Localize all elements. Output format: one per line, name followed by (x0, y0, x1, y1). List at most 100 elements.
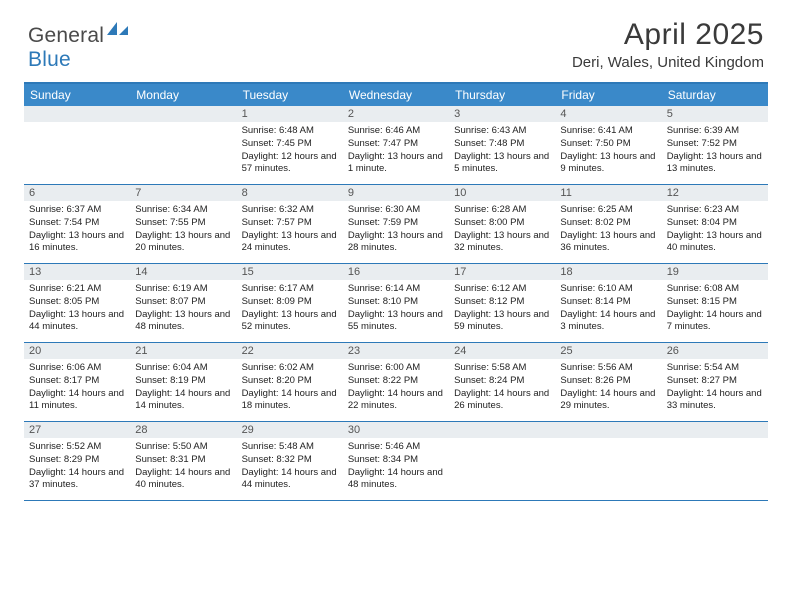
day-line: Sunset: 8:07 PM (135, 296, 231, 309)
day-number: 22 (237, 343, 343, 359)
day-number: 6 (24, 185, 130, 201)
day-body: Sunrise: 5:46 AMSunset: 8:34 PMDaylight:… (343, 438, 449, 496)
day-line: Sunset: 7:59 PM (348, 217, 444, 230)
day-line: Sunset: 8:32 PM (242, 454, 338, 467)
day-cell: 20Sunrise: 6:06 AMSunset: 8:17 PMDayligh… (24, 343, 130, 421)
weekday-header: Wednesday (343, 84, 449, 106)
day-body: Sunrise: 6:00 AMSunset: 8:22 PMDaylight:… (343, 359, 449, 417)
day-cell: 1Sunrise: 6:48 AMSunset: 7:45 PMDaylight… (237, 106, 343, 184)
day-line: Sunset: 8:27 PM (667, 375, 763, 388)
location: Deri, Wales, United Kingdom (572, 54, 764, 71)
day-cell: 19Sunrise: 6:08 AMSunset: 8:15 PMDayligh… (662, 264, 768, 342)
day-line: Sunset: 7:50 PM (560, 138, 656, 151)
day-line: Sunrise: 6:21 AM (29, 283, 125, 296)
day-line: Daylight: 14 hours and 3 minutes. (560, 309, 656, 335)
day-line: Sunrise: 6:41 AM (560, 125, 656, 138)
day-body: Sunrise: 6:41 AMSunset: 7:50 PMDaylight:… (555, 122, 661, 180)
day-body: Sunrise: 6:25 AMSunset: 8:02 PMDaylight:… (555, 201, 661, 259)
day-number: 10 (449, 185, 555, 201)
day-number: 25 (555, 343, 661, 359)
day-number: 7 (130, 185, 236, 201)
logo-text-1: General (28, 24, 104, 47)
day-line: Sunset: 8:02 PM (560, 217, 656, 230)
day-number: 19 (662, 264, 768, 280)
day-line: Sunset: 8:00 PM (454, 217, 550, 230)
day-number (449, 422, 555, 438)
day-line: Sunset: 8:20 PM (242, 375, 338, 388)
day-line: Sunset: 8:19 PM (135, 375, 231, 388)
day-line: Sunset: 8:10 PM (348, 296, 444, 309)
weekday-header: Monday (130, 84, 236, 106)
day-line: Sunrise: 6:06 AM (29, 362, 125, 375)
day-number: 5 (662, 106, 768, 122)
weekday-header: Saturday (662, 84, 768, 106)
day-cell: 21Sunrise: 6:04 AMSunset: 8:19 PMDayligh… (130, 343, 236, 421)
day-number: 14 (130, 264, 236, 280)
weekday-header: Sunday (24, 84, 130, 106)
day-cell: 8Sunrise: 6:32 AMSunset: 7:57 PMDaylight… (237, 185, 343, 263)
day-body: Sunrise: 6:14 AMSunset: 8:10 PMDaylight:… (343, 280, 449, 338)
day-number: 15 (237, 264, 343, 280)
day-cell (662, 422, 768, 500)
day-number: 21 (130, 343, 236, 359)
day-number: 29 (237, 422, 343, 438)
day-body: Sunrise: 6:43 AMSunset: 7:48 PMDaylight:… (449, 122, 555, 180)
day-line: Daylight: 14 hours and 29 minutes. (560, 388, 656, 414)
day-line: Daylight: 14 hours and 48 minutes. (348, 467, 444, 493)
day-cell: 9Sunrise: 6:30 AMSunset: 7:59 PMDaylight… (343, 185, 449, 263)
day-body: Sunrise: 5:58 AMSunset: 8:24 PMDaylight:… (449, 359, 555, 417)
day-line: Sunrise: 6:34 AM (135, 204, 231, 217)
day-line: Sunset: 8:15 PM (667, 296, 763, 309)
day-number (24, 106, 130, 122)
day-body: Sunrise: 6:12 AMSunset: 8:12 PMDaylight:… (449, 280, 555, 338)
day-line: Sunrise: 6:12 AM (454, 283, 550, 296)
day-cell: 7Sunrise: 6:34 AMSunset: 7:55 PMDaylight… (130, 185, 236, 263)
day-number: 26 (662, 343, 768, 359)
day-line: Sunset: 8:26 PM (560, 375, 656, 388)
week-row: 27Sunrise: 5:52 AMSunset: 8:29 PMDayligh… (24, 422, 768, 501)
day-cell: 26Sunrise: 5:54 AMSunset: 8:27 PMDayligh… (662, 343, 768, 421)
week-row: 13Sunrise: 6:21 AMSunset: 8:05 PMDayligh… (24, 264, 768, 343)
day-line: Sunrise: 5:54 AM (667, 362, 763, 375)
day-line: Sunrise: 6:23 AM (667, 204, 763, 217)
day-number (130, 106, 236, 122)
day-body: Sunrise: 5:54 AMSunset: 8:27 PMDaylight:… (662, 359, 768, 417)
day-cell: 23Sunrise: 6:00 AMSunset: 8:22 PMDayligh… (343, 343, 449, 421)
day-body: Sunrise: 6:34 AMSunset: 7:55 PMDaylight:… (130, 201, 236, 259)
week-row: 6Sunrise: 6:37 AMSunset: 7:54 PMDaylight… (24, 185, 768, 264)
day-body (130, 122, 236, 129)
day-cell: 5Sunrise: 6:39 AMSunset: 7:52 PMDaylight… (662, 106, 768, 184)
day-cell (555, 422, 661, 500)
day-number (555, 422, 661, 438)
day-line: Sunrise: 6:19 AM (135, 283, 231, 296)
day-line: Daylight: 13 hours and 36 minutes. (560, 230, 656, 256)
day-line: Sunset: 8:14 PM (560, 296, 656, 309)
day-line: Sunset: 7:47 PM (348, 138, 444, 151)
day-line: Sunrise: 6:32 AM (242, 204, 338, 217)
day-line: Daylight: 13 hours and 20 minutes. (135, 230, 231, 256)
day-line: Daylight: 14 hours and 26 minutes. (454, 388, 550, 414)
day-cell: 13Sunrise: 6:21 AMSunset: 8:05 PMDayligh… (24, 264, 130, 342)
day-line: Daylight: 14 hours and 18 minutes. (242, 388, 338, 414)
day-number: 23 (343, 343, 449, 359)
day-cell: 10Sunrise: 6:28 AMSunset: 8:00 PMDayligh… (449, 185, 555, 263)
day-line: Sunrise: 6:08 AM (667, 283, 763, 296)
day-body: Sunrise: 5:48 AMSunset: 8:32 PMDaylight:… (237, 438, 343, 496)
day-cell: 4Sunrise: 6:41 AMSunset: 7:50 PMDaylight… (555, 106, 661, 184)
day-line: Sunrise: 6:46 AM (348, 125, 444, 138)
day-body: Sunrise: 6:46 AMSunset: 7:47 PMDaylight:… (343, 122, 449, 180)
day-line: Sunrise: 5:52 AM (29, 441, 125, 454)
day-line: Sunrise: 6:39 AM (667, 125, 763, 138)
day-line: Daylight: 13 hours and 1 minute. (348, 151, 444, 177)
day-cell: 14Sunrise: 6:19 AMSunset: 8:07 PMDayligh… (130, 264, 236, 342)
day-number: 8 (237, 185, 343, 201)
day-line: Daylight: 13 hours and 44 minutes. (29, 309, 125, 335)
weekday-header: Friday (555, 84, 661, 106)
logo-text: GeneralBlue (28, 24, 132, 72)
day-line: Sunrise: 5:46 AM (348, 441, 444, 454)
day-number: 12 (662, 185, 768, 201)
day-body: Sunrise: 6:48 AMSunset: 7:45 PMDaylight:… (237, 122, 343, 180)
day-line: Daylight: 13 hours and 52 minutes. (242, 309, 338, 335)
day-body: Sunrise: 6:30 AMSunset: 7:59 PMDaylight:… (343, 201, 449, 259)
day-cell: 27Sunrise: 5:52 AMSunset: 8:29 PMDayligh… (24, 422, 130, 500)
